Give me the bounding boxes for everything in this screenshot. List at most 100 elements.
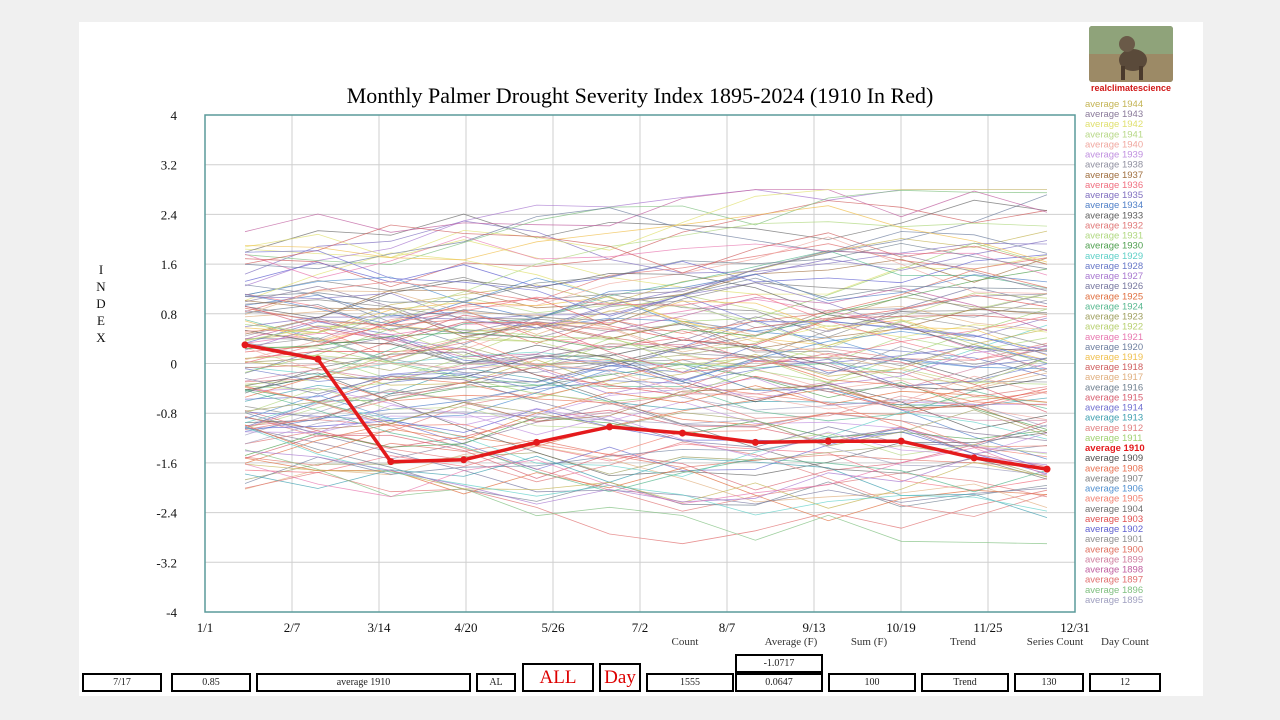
count-field: 1555 (646, 673, 734, 692)
legend-entry: average 1898 (1085, 565, 1143, 576)
series-field[interactable]: average 1910 (256, 673, 471, 692)
background-series-line (244, 457, 1048, 522)
all-button[interactable]: ALL (522, 663, 594, 692)
highlight-point (970, 454, 978, 462)
background-series-line (244, 240, 1048, 329)
average-field: 0.0647 (735, 673, 823, 692)
background-series-line (244, 342, 1048, 391)
background-series-line (244, 273, 1048, 325)
y-tick-label: 0 (171, 357, 178, 372)
day-button[interactable]: Day (599, 663, 641, 692)
background-series-line (244, 461, 1048, 509)
y-axis-letter: N (96, 279, 106, 294)
background-series (244, 189, 1048, 545)
y-axis-ticks: 4 3.2 2.4 1.6 0.8 0 -0.8 -1.6 -2.4 -3.2 -4 (156, 108, 177, 620)
background-series-line (244, 200, 1048, 288)
trend-header: Trend (950, 636, 976, 648)
legend-entry: average 1943 (1085, 109, 1143, 120)
background-series-line (244, 205, 1048, 263)
dog-logo-icon (1089, 26, 1173, 82)
background-series-line (244, 445, 1048, 508)
background-series-line (244, 449, 1048, 545)
background-series-line (244, 277, 1048, 331)
background-series-line (244, 402, 1048, 477)
legend-entry: average 1910 (1085, 443, 1145, 454)
background-series-line (244, 421, 1048, 491)
y-tick-label: -2.4 (156, 506, 177, 521)
legend-entry: average 1896 (1085, 585, 1143, 596)
y-tick-label: 1.6 (161, 257, 178, 272)
background-series-line (244, 293, 1048, 364)
legend-entry: average 1922 (1085, 322, 1143, 333)
legend-entry: average 1904 (1085, 504, 1143, 515)
x-tick-label: 12/31 (1060, 620, 1090, 635)
x-tick-label: 4/20 (454, 620, 477, 635)
background-series-line (244, 385, 1048, 433)
x-tick-label: 11/25 (973, 620, 1002, 635)
legend-entry: average 1942 (1085, 119, 1143, 130)
legend-entry: average 1912 (1085, 423, 1143, 434)
highlight-point (606, 423, 614, 431)
x-tick-label: 7/2 (632, 620, 649, 635)
background-series-line (244, 402, 1048, 460)
background-series-line (244, 411, 1048, 476)
background-series-line (244, 300, 1048, 350)
legend-entry: average 1914 (1085, 403, 1143, 414)
legend-entry: average 1902 (1085, 524, 1143, 535)
chart-panel: Monthly Palmer Drought Severity Index 18… (79, 22, 1203, 696)
background-series-line (244, 305, 1048, 336)
legend-entry: average 1900 (1085, 544, 1143, 555)
background-series-line (244, 250, 1048, 355)
day-count-field: 12 (1089, 673, 1161, 692)
day-count-header: Day Count (1101, 636, 1149, 648)
background-series-line (244, 345, 1048, 400)
background-series-line (244, 315, 1048, 419)
legend-entry: average 1915 (1085, 392, 1143, 403)
series-count-field: 130 (1014, 673, 1084, 692)
highlight-series (241, 341, 1051, 473)
background-series-line (244, 404, 1048, 458)
highlight-point (678, 429, 686, 437)
background-series-line (244, 296, 1048, 356)
trend-button[interactable]: Trend (921, 673, 1009, 692)
background-series-line (244, 401, 1048, 447)
background-series-line (244, 199, 1048, 253)
background-series-line (244, 296, 1048, 372)
chart-svg: Monthly Palmer Drought Severity Index 18… (96, 83, 1145, 635)
background-series-line (244, 372, 1048, 436)
date-field[interactable]: 7/17 (82, 673, 162, 692)
background-series-line (244, 290, 1048, 390)
background-series-line (244, 243, 1048, 313)
highlight-point (824, 437, 832, 445)
background-series-line (244, 242, 1048, 303)
legend-entry: average 1903 (1085, 514, 1143, 525)
highlight-point (751, 438, 759, 446)
legend-entry: average 1925 (1085, 291, 1143, 302)
average-top-value: -1.0717 (735, 654, 823, 673)
value-field[interactable]: 0.85 (171, 673, 251, 692)
y-tick-label: 2.4 (161, 207, 178, 222)
legend-entry: average 1934 (1085, 200, 1143, 211)
legend-entry: average 1930 (1085, 241, 1143, 252)
legend-entry: average 1929 (1085, 251, 1143, 262)
region-field[interactable]: AL (476, 673, 516, 692)
background-series-line (244, 235, 1048, 279)
background-series-line (244, 221, 1048, 334)
background-series-line (244, 348, 1048, 410)
background-series-line (244, 343, 1048, 390)
background-series-line (244, 292, 1048, 356)
legend-entry: average 1920 (1085, 342, 1143, 353)
legend-entry: average 1935 (1085, 190, 1143, 201)
background-series-line (244, 385, 1048, 454)
background-series-line (244, 426, 1048, 508)
legend-entry: average 1924 (1085, 301, 1143, 312)
background-series-line (244, 299, 1048, 340)
background-series-line (244, 250, 1048, 334)
background-series-line (244, 320, 1048, 373)
background-series-line (244, 328, 1048, 386)
x-tick-label: 2/7 (284, 620, 301, 635)
y-axis-letter: D (96, 296, 105, 311)
x-tick-label: 5/26 (541, 620, 565, 635)
legend-entry: average 1940 (1085, 139, 1143, 150)
